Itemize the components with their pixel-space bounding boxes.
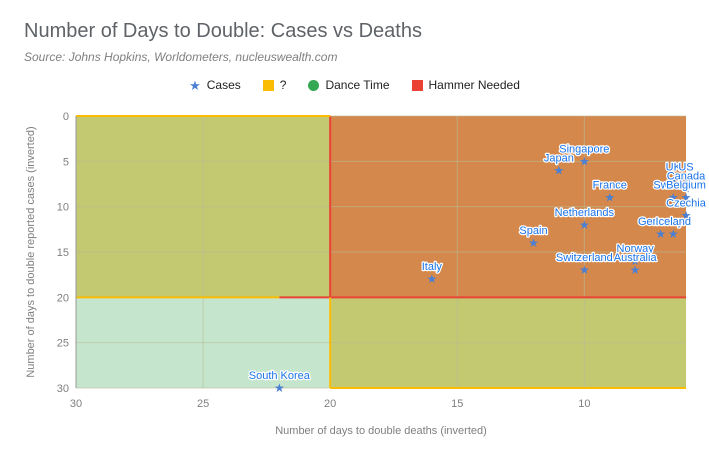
y-tick-label: 15 <box>57 247 69 259</box>
star-icon: ★ <box>189 77 201 93</box>
legend-item-cases[interactable]: ★ Cases <box>189 78 241 92</box>
data-point-star: ★ <box>579 218 590 232</box>
y-tick-label: 10 <box>57 202 69 214</box>
x-tick-label: 30 <box>70 398 82 410</box>
legend-label: Cases <box>206 78 241 92</box>
data-point-star: ★ <box>681 182 692 196</box>
y-tick-label: 20 <box>57 292 69 304</box>
x-tick-label: 10 <box>578 398 590 410</box>
data-point-label: Italy <box>422 261 443 273</box>
chart-subtitle: Source: Johns Hopkins, Worldometers, nuc… <box>24 50 338 64</box>
data-point-star: ★ <box>630 254 641 268</box>
x-tick-label: 20 <box>324 398 336 410</box>
y-axis-title: Number of days to double reported cases … <box>25 126 37 377</box>
x-tick-label: 25 <box>197 398 209 410</box>
legend-label: ? <box>279 78 287 92</box>
y-tick-label: 25 <box>57 338 69 350</box>
data-point-label: UK <box>666 161 682 173</box>
data-point-star: ★ <box>426 272 437 286</box>
square-icon <box>262 79 274 91</box>
data-point-label: France <box>593 180 627 192</box>
data-point-star: ★ <box>554 163 565 177</box>
data-point-star: ★ <box>681 172 692 186</box>
legend: ★ Cases ? Dance Time Hammer Needed <box>0 78 709 92</box>
data-point-label: Japan <box>544 152 574 164</box>
legend-label: Hammer Needed <box>428 78 520 92</box>
data-point-label: Switzerland <box>556 252 613 264</box>
data-point-label: South Korea <box>249 370 311 382</box>
y-tick-label: 30 <box>57 383 69 395</box>
data-point-label: Singapore <box>559 143 609 155</box>
data-point-label: US <box>678 161 693 173</box>
data-point-star: ★ <box>630 263 641 277</box>
data-point-star: ★ <box>274 381 285 395</box>
y-tick-label: 5 <box>63 156 69 168</box>
data-point-star: ★ <box>668 172 679 186</box>
legend-item-dance-time[interactable]: Dance Time <box>308 78 390 92</box>
data-point-label: Spain <box>519 225 547 237</box>
data-point-star: ★ <box>668 227 679 241</box>
x-tick-label: 15 <box>451 398 463 410</box>
legend-label: Dance Time <box>325 78 390 92</box>
data-point-label: Netherlands <box>555 207 615 219</box>
data-point-label: Czechia <box>666 198 707 210</box>
square-icon <box>411 79 423 91</box>
data-point-star: ★ <box>655 227 666 241</box>
data-point-label: Norway <box>617 243 655 255</box>
data-point-star: ★ <box>604 191 615 205</box>
data-point-star: ★ <box>528 236 539 250</box>
y-tick-label: 0 <box>63 111 69 123</box>
data-point-label: Sweden <box>653 180 693 192</box>
data-point-star: ★ <box>579 263 590 277</box>
data-point-label: Australia <box>614 252 658 264</box>
data-point-label: Iceland <box>656 216 691 228</box>
data-point-label: Belgium <box>666 180 706 192</box>
data-point-label: Canada <box>667 171 706 183</box>
x-axis-title: Number of days to double deaths (inverte… <box>275 425 487 437</box>
data-point-star: ★ <box>681 191 692 205</box>
legend-item-hammer-needed[interactable]: Hammer Needed <box>411 78 520 92</box>
data-point-label: Germany <box>638 216 684 228</box>
data-point-star: ★ <box>668 191 679 205</box>
legend-item-question[interactable]: ? <box>262 78 287 92</box>
circle-icon <box>308 79 320 91</box>
data-point-star: ★ <box>681 209 692 223</box>
data-point-star: ★ <box>579 154 590 168</box>
chart-title: Number of Days to Double: Cases vs Death… <box>24 20 422 42</box>
